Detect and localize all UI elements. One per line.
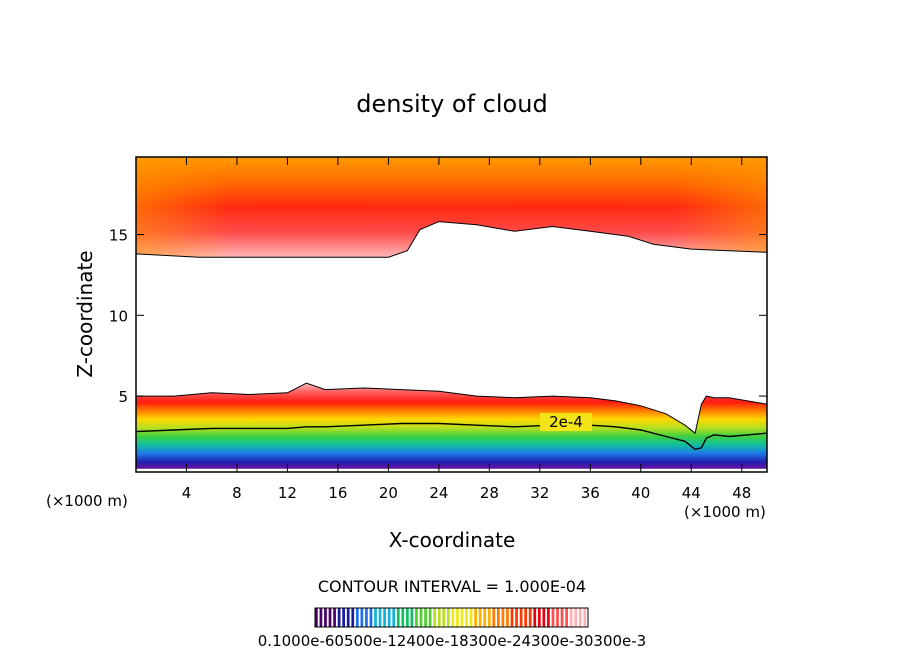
colorbar-swatch [401, 608, 405, 627]
colorbar-swatch [565, 608, 568, 627]
y-tick-label: 15 [109, 227, 128, 245]
colorbar-swatch [483, 608, 487, 627]
colorbar-swatch [501, 608, 505, 627]
colorbar-swatch [569, 608, 573, 627]
x-tick-label: 32 [530, 484, 549, 502]
chart-title: density of cloud [356, 90, 547, 118]
colorbar-swatch [469, 608, 473, 627]
colorbar-swatch [315, 608, 318, 627]
colorbar-swatch [537, 608, 541, 627]
x-tick-label: 4 [182, 484, 192, 502]
colorbar-swatch [383, 608, 386, 627]
colorbar-swatch [419, 608, 423, 627]
contour-label: 2e-4 [549, 413, 583, 431]
x-unit-left: (×1000 m) [46, 492, 128, 510]
colorbar [315, 608, 587, 627]
colorbar-swatch [556, 608, 559, 627]
colorbar-swatch [478, 608, 482, 627]
x-tick-label: 40 [631, 484, 650, 502]
plot-area [136, 157, 767, 469]
colorbar-swatch [451, 608, 455, 627]
x-tick-label: 28 [480, 484, 499, 502]
lower-cloud-layer [136, 383, 767, 469]
colorbar-swatch [510, 608, 514, 627]
x-tick-label: 16 [328, 484, 347, 502]
colorbar-swatch [460, 608, 464, 627]
colorbar-swatch [437, 608, 441, 627]
colorbar-swatch [497, 608, 500, 627]
x-tick-label: 8 [232, 484, 242, 502]
colorbar-swatch [506, 608, 509, 627]
y-axis-label: Z-coordinate [73, 250, 97, 377]
colorbar-swatch [324, 608, 327, 627]
x-tick-label: 36 [581, 484, 600, 502]
colorbar-swatch [360, 608, 364, 627]
plot-frame [135, 156, 768, 473]
colorbar-swatch [492, 608, 496, 627]
colorbar-swatch [446, 608, 450, 627]
colorbar-swatch [583, 608, 587, 627]
colorbar-swatch [524, 608, 528, 627]
colorbar-swatch [528, 608, 532, 627]
colorbar-swatch [428, 608, 432, 627]
colorbar-swatch [410, 608, 414, 627]
colorbar-swatch [533, 608, 537, 627]
colorbar-swatch [574, 608, 578, 627]
colorbar-swatch [342, 608, 346, 627]
colorbar-swatch [578, 608, 582, 627]
colorbar-swatch [319, 608, 323, 627]
colorbar-swatch [387, 608, 391, 627]
contour-2e-4-line [136, 422, 767, 451]
colorbar-swatch [355, 608, 359, 627]
x-tick-label: 20 [379, 484, 398, 502]
x-tick-label: 24 [429, 484, 448, 502]
colorbar-swatch [378, 608, 382, 627]
colorbar-labels: 0.1000e-60500e-12400e-18300e-24300e-3030… [258, 632, 646, 650]
colorbar-swatch [346, 608, 350, 627]
colorbar-swatch [515, 608, 518, 627]
x-tick-label: 12 [278, 484, 297, 502]
colorbar-frame [314, 607, 589, 628]
y-axis-ticks: 5 10 15 [109, 227, 767, 406]
colorbar-swatch [433, 608, 437, 627]
colorbar-swatch [333, 608, 336, 627]
colorbar-swatch [519, 608, 523, 627]
contour-label-background [540, 413, 592, 431]
x-axis-label: X-coordinate [389, 528, 516, 552]
colorbar-swatch [474, 608, 477, 627]
colorbar-swatch [374, 608, 377, 627]
colorbar-swatch [442, 608, 446, 627]
x-unit-right: (×1000 m) [684, 503, 766, 521]
colorbar-swatch [369, 608, 373, 627]
colorbar-swatch [337, 608, 341, 627]
colorbar-swatch [365, 608, 368, 627]
colorbar-swatch [396, 608, 400, 627]
y-tick-label: 5 [118, 388, 128, 406]
colorbar-swatch [328, 608, 332, 627]
contour-interval-text: CONTOUR INTERVAL = 1.000E-04 [318, 577, 586, 596]
colorbar-swatch [392, 608, 396, 627]
colorbar-swatch [456, 608, 459, 627]
x-axis-ticks: 4 8 12 16 20 24 28 32 36 40 44 48 [182, 157, 751, 502]
colorbar-swatch [560, 608, 564, 627]
colorbar-swatch [465, 608, 468, 627]
colorbar-swatch [547, 608, 550, 627]
colorbar-swatch [551, 608, 555, 627]
colorbar-swatch [415, 608, 418, 627]
upper-cloud-layer-shading [136, 157, 767, 258]
x-tick-label: 48 [732, 484, 751, 502]
colorbar-swatch [351, 608, 355, 627]
colorbar-swatch [487, 608, 491, 627]
x-tick-label: 44 [682, 484, 701, 502]
y-tick-label: 10 [109, 307, 128, 325]
colorbar-swatch [542, 608, 546, 627]
colorbar-swatch [424, 608, 427, 627]
upper-cloud-base-contour [136, 221, 767, 258]
colorbar-swatch [406, 608, 409, 627]
lower-cloud-top-contour [136, 382, 767, 435]
